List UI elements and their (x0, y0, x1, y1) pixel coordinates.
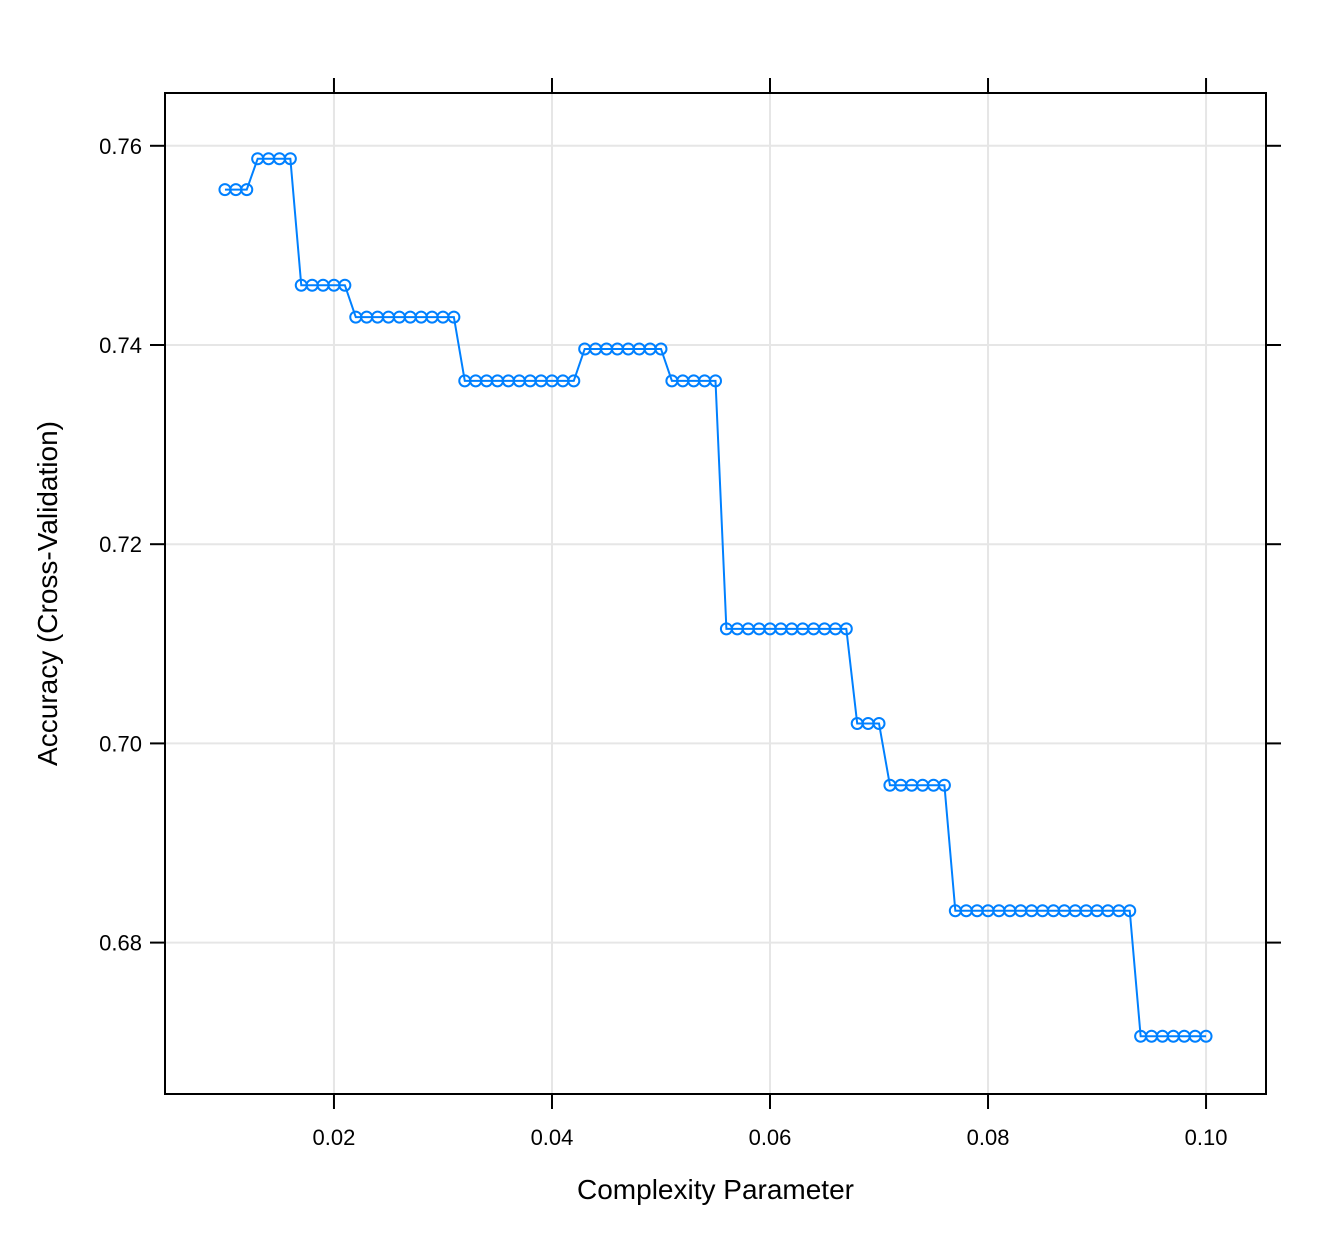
x-tick-label: 0.02 (313, 1125, 356, 1150)
data-point (240, 183, 254, 197)
data-point (447, 310, 461, 324)
y-tick-label: 0.72 (99, 532, 142, 557)
data-point (872, 716, 886, 730)
y-tick-labels: 0.68 0.70 0.72 0.74 0.76 (99, 134, 142, 956)
data-point (283, 152, 297, 166)
grid (165, 93, 1266, 1094)
data-point (567, 374, 581, 388)
y-tick-label: 0.68 (99, 931, 142, 956)
data-point (937, 778, 951, 792)
data-point (839, 622, 853, 636)
plot-frame (164, 92, 1267, 1095)
x-tick-label: 0.08 (967, 1125, 1010, 1150)
x-tick-label: 0.04 (531, 1125, 574, 1150)
axis-ticks (150, 78, 1281, 1109)
data-point (709, 374, 722, 388)
y-axis-title: Accuracy (Cross-Validation) (32, 421, 63, 766)
x-axis-title: Complexity Parameter (577, 1174, 854, 1205)
series (218, 152, 1213, 1043)
y-tick-label: 0.76 (99, 134, 142, 159)
y-tick-label: 0.70 (99, 731, 142, 756)
data-point (1123, 904, 1137, 918)
data-point (654, 342, 668, 356)
data-point (338, 278, 352, 292)
x-tick-label: 0.06 (749, 1125, 792, 1150)
y-tick-label: 0.74 (99, 333, 142, 358)
x-tick-label: 0.10 (1185, 1125, 1228, 1150)
series-line (224, 157, 1207, 1038)
x-tick-labels: 0.02 0.04 0.06 0.08 0.10 (313, 1125, 1228, 1150)
data-point (1199, 1029, 1213, 1043)
